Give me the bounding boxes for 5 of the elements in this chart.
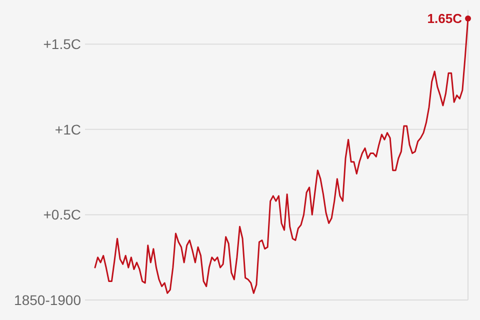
y-tick-label: +1C — [54, 121, 81, 138]
y-tick-label: +1.5C — [43, 36, 81, 52]
y-tick-label: +0.5C — [43, 206, 81, 223]
y-tick-label: 1850-1900 — [14, 292, 82, 308]
annotation: 1.65C — [427, 11, 463, 26]
